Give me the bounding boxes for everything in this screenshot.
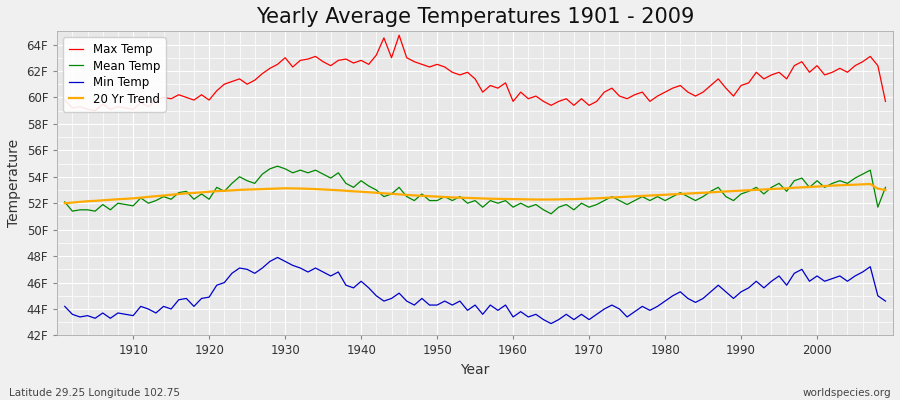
Max Temp <box>340 57 351 62</box>
20 Yr Trend <box>500 196 511 201</box>
Text: worldspecies.org: worldspecies.org <box>803 388 891 398</box>
Max Temp <box>90 108 101 113</box>
Min Temp <box>272 255 283 260</box>
Max Temp <box>295 58 306 63</box>
Max Temp <box>614 94 625 98</box>
Line: Mean Temp: Mean Temp <box>65 166 886 214</box>
20 Yr Trend <box>287 186 298 191</box>
20 Yr Trend <box>59 201 70 206</box>
20 Yr Trend <box>598 196 609 200</box>
Line: 20 Yr Trend: 20 Yr Trend <box>65 184 886 203</box>
Y-axis label: Temperature: Temperature <box>7 139 21 228</box>
Max Temp <box>523 96 534 101</box>
20 Yr Trend <box>333 188 344 193</box>
Min Temp <box>508 314 518 319</box>
X-axis label: Year: Year <box>461 363 490 377</box>
Mean Temp <box>545 211 556 216</box>
Mean Temp <box>272 164 283 168</box>
Max Temp <box>393 33 404 38</box>
Mean Temp <box>508 205 518 210</box>
Line: Min Temp: Min Temp <box>65 258 886 324</box>
Max Temp <box>128 107 139 112</box>
20 Yr Trend <box>120 196 130 201</box>
Max Temp <box>516 90 526 94</box>
Min Temp <box>545 321 556 326</box>
Mean Temp <box>516 201 526 206</box>
Min Temp <box>295 266 306 270</box>
Mean Temp <box>614 198 625 203</box>
20 Yr Trend <box>865 182 876 186</box>
Mean Temp <box>295 168 306 172</box>
Text: Latitude 29.25 Longitude 102.75: Latitude 29.25 Longitude 102.75 <box>9 388 180 398</box>
20 Yr Trend <box>508 197 518 202</box>
Min Temp <box>516 309 526 314</box>
Min Temp <box>59 304 70 309</box>
20 Yr Trend <box>880 188 891 192</box>
Mean Temp <box>120 202 130 207</box>
Legend: Max Temp, Mean Temp, Min Temp, 20 Yr Trend: Max Temp, Mean Temp, Min Temp, 20 Yr Tre… <box>63 37 166 112</box>
Title: Yearly Average Temperatures 1901 - 2009: Yearly Average Temperatures 1901 - 2009 <box>256 7 694 27</box>
Mean Temp <box>880 185 891 190</box>
Max Temp <box>59 98 70 102</box>
Line: Max Temp: Max Temp <box>65 35 886 111</box>
Max Temp <box>880 99 891 104</box>
Min Temp <box>120 312 130 317</box>
Min Temp <box>340 283 351 288</box>
Min Temp <box>614 307 625 312</box>
Min Temp <box>880 299 891 304</box>
Mean Temp <box>59 200 70 204</box>
Mean Temp <box>340 181 351 186</box>
